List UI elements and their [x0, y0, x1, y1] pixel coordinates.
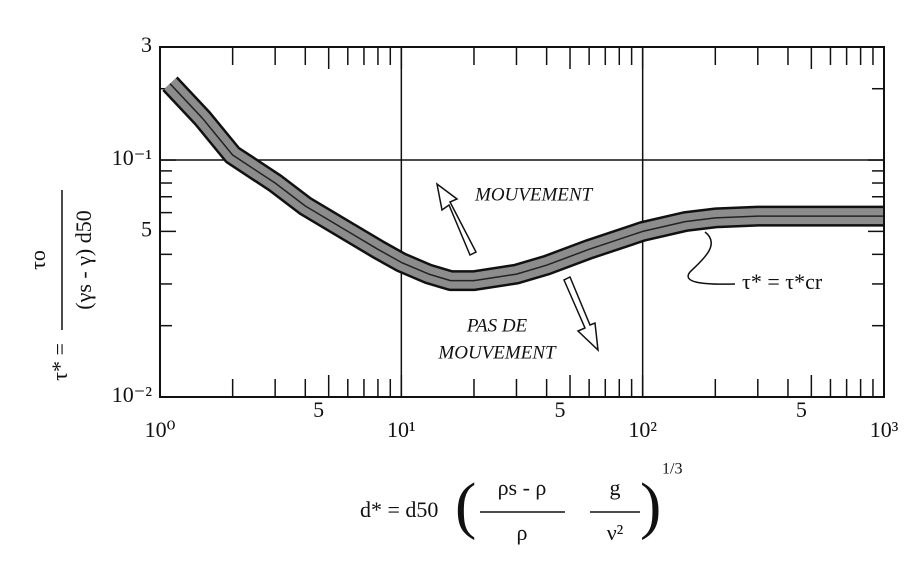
x-label-denominator: ρ [517, 520, 528, 545]
x-label-lhs: d* = d50 [360, 497, 438, 522]
annotation: MOUVEMENT [474, 184, 594, 205]
x-tick-label: 10² [628, 417, 657, 442]
annotation: MOUVEMENT [437, 342, 557, 363]
annotation: PAS DE [466, 315, 528, 336]
y-label-lhs: τ* = [47, 343, 72, 381]
plot-frame [159, 46, 885, 398]
y-tick-label: 3 [141, 32, 152, 57]
y-tick-label: 10⁻² [112, 382, 153, 407]
x-tick-label: 5 [796, 397, 807, 422]
y-axis-label: τ* = τo (γs - γ) d50 [25, 190, 96, 381]
paren: ) [640, 470, 661, 541]
arrow-up [435, 182, 478, 257]
y-label-numerator: τo [25, 250, 50, 270]
x-axis-label: d* = d50 ( ρs - ρ ρ g ν² ) 1/3 [360, 461, 682, 545]
x-label-numerator: ρs - ρ [498, 475, 547, 500]
y-tick-label: 5 [141, 216, 152, 241]
arrow-down [563, 275, 599, 352]
leader-line [687, 231, 736, 285]
x-tick-label: 10⁰ [145, 417, 176, 442]
x-label-numerator2: g [610, 475, 621, 500]
x-tick-label: 5 [313, 397, 324, 422]
x-tick-label: 10¹ [387, 417, 416, 442]
x-label-exponent: 1/3 [662, 461, 682, 478]
x-tick-label: 10³ [870, 417, 899, 442]
plot-area [159, 46, 885, 398]
paren: ( [455, 470, 476, 541]
y-tick-label: 10⁻¹ [112, 145, 152, 170]
curve [169, 83, 884, 282]
x-label-denominator2: ν² [607, 520, 624, 545]
y-label-denominator: (γs - γ) d50 [71, 210, 96, 309]
annotation: τ* = τ*cr [742, 269, 823, 294]
x-tick-label: 5 [555, 397, 566, 422]
